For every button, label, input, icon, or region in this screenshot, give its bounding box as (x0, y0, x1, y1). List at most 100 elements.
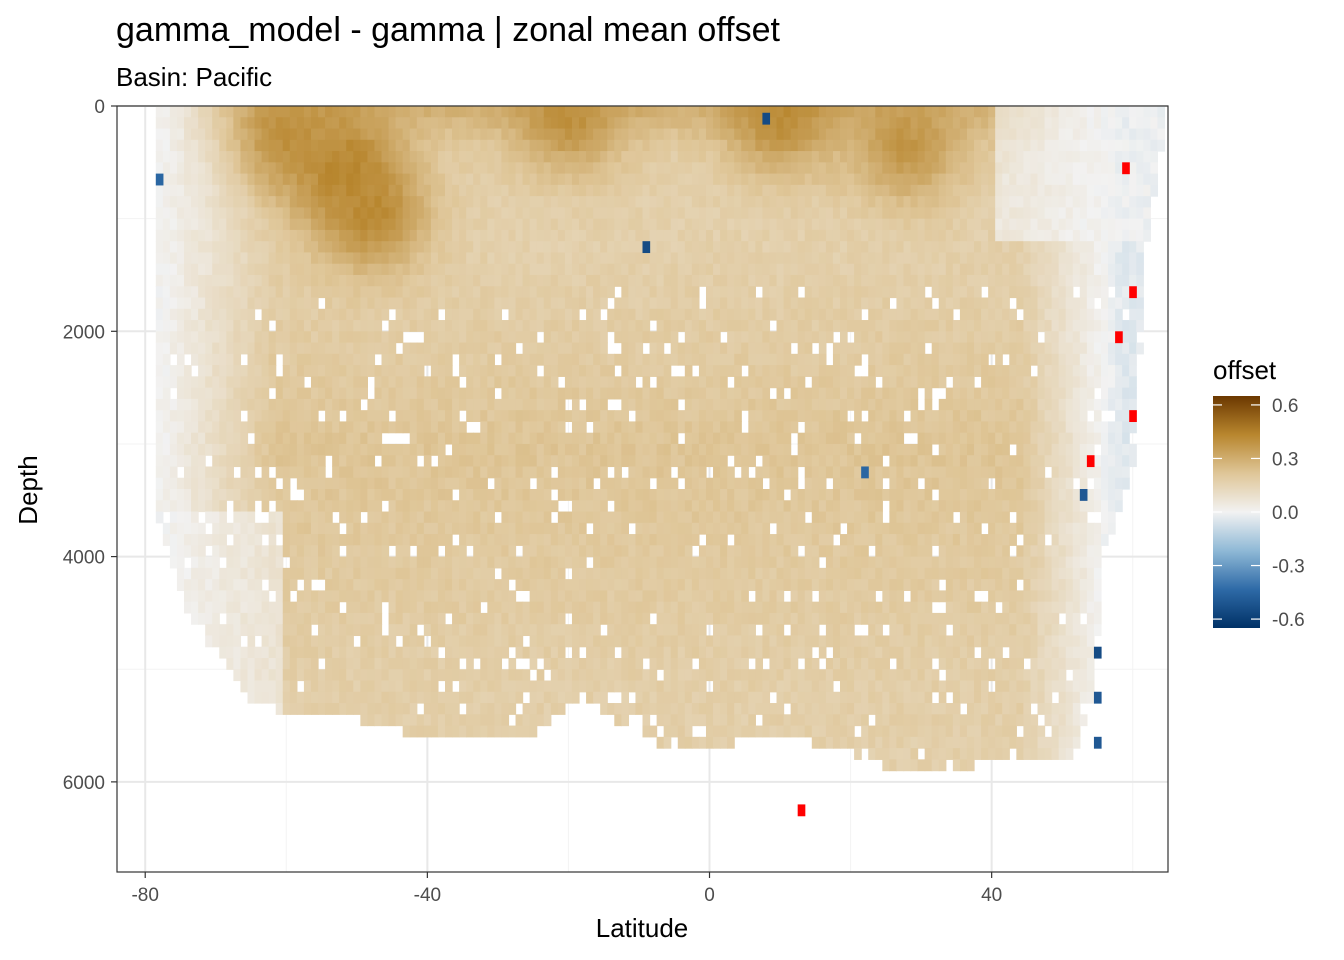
heatmap-cell (487, 117, 495, 130)
heatmap-cell (790, 511, 799, 524)
heatmap-cell (776, 410, 785, 423)
heatmap-cell (670, 500, 679, 513)
heatmap-cell (254, 128, 263, 141)
heatmap-cell (564, 308, 573, 321)
heatmap-cell (656, 263, 665, 276)
heatmap-cell (318, 117, 326, 130)
heatmap-cell (487, 365, 495, 377)
heatmap-cell (247, 151, 256, 163)
heatmap-cell (600, 703, 608, 715)
heatmap-cell (543, 162, 552, 175)
heatmap-cell (550, 669, 559, 682)
heatmap-cell (437, 635, 446, 648)
heatmap-cell (522, 601, 531, 614)
heatmap-cell (656, 579, 665, 591)
heatmap-cell (360, 691, 368, 704)
heatmap-cell (564, 218, 573, 231)
heatmap-cell (684, 196, 693, 208)
heatmap-cell (677, 173, 686, 186)
heatmap-cell (670, 522, 679, 535)
heatmap-cell (734, 410, 742, 423)
heatmap-cell (593, 534, 601, 546)
heatmap-cell (720, 297, 728, 310)
heatmap-cell (769, 252, 778, 265)
heatmap-cell (310, 342, 319, 355)
heatmap-cell (254, 342, 263, 355)
heatmap-cell (600, 252, 608, 265)
heatmap-cell (318, 432, 326, 445)
heatmap-cell (176, 398, 185, 411)
heatmap-cell (212, 151, 220, 163)
heatmap-cell (162, 387, 171, 400)
heatmap-cell (797, 274, 806, 287)
heatmap-cell (691, 398, 700, 411)
heatmap-cell (325, 635, 333, 648)
heatmap-cell (339, 173, 347, 186)
heatmap-cell (762, 534, 771, 546)
heatmap-cell (423, 342, 432, 355)
heatmap-cell (395, 387, 404, 400)
heatmap-cell (818, 545, 827, 558)
heatmap-cell (325, 669, 333, 682)
heatmap-cell (790, 567, 799, 580)
heatmap-cell (691, 590, 700, 603)
heatmap-cell (416, 511, 425, 524)
heatmap-cell (642, 286, 651, 299)
heatmap-cell (649, 410, 658, 423)
heatmap-cell (832, 522, 841, 535)
heatmap-cell (445, 184, 453, 197)
heatmap-cell (818, 196, 827, 208)
heatmap-cell (388, 624, 397, 637)
heatmap-cell (684, 612, 693, 625)
heatmap-cell (282, 612, 291, 625)
heatmap-cell (388, 117, 397, 130)
heatmap-cell (176, 184, 185, 197)
heatmap-cell (705, 500, 714, 513)
heatmap-cell (600, 691, 608, 704)
heatmap-cell (416, 410, 425, 423)
heatmap-cell (332, 308, 340, 321)
heatmap-cell (353, 274, 361, 287)
heatmap-cell (543, 151, 552, 163)
heatmap-cell (515, 229, 524, 242)
heatmap-cell (571, 500, 580, 513)
heatmap-cell (452, 455, 460, 468)
heatmap-cell (388, 567, 397, 580)
heatmap-cell (811, 106, 820, 118)
heatmap-cell (388, 376, 397, 389)
heatmap-cell (275, 196, 284, 208)
heatmap-cell (240, 477, 249, 490)
heatmap-cell (219, 500, 227, 513)
heatmap-cell (571, 511, 580, 524)
heatmap-cell (388, 522, 397, 535)
heatmap-cell (353, 624, 361, 637)
heatmap-cell (459, 365, 467, 377)
heatmap-cell (748, 669, 756, 682)
heatmap-cell (226, 545, 234, 558)
heatmap-cell (430, 646, 439, 659)
heatmap-cell (543, 477, 552, 490)
heatmap-cell (473, 308, 481, 321)
heatmap-cell (395, 466, 404, 479)
heatmap-cell (529, 297, 538, 310)
heatmap-cell (818, 331, 827, 344)
heatmap-cell (543, 173, 552, 186)
heatmap-cell (677, 274, 686, 287)
heatmap-cell (614, 477, 622, 490)
heatmap-cell (804, 714, 813, 727)
heatmap-cell (720, 320, 728, 332)
heatmap-cell (353, 106, 361, 118)
heatmap-cell (593, 387, 601, 400)
heatmap-cell (621, 376, 629, 389)
heatmap-cell (374, 184, 383, 197)
heatmap-cell (734, 545, 742, 558)
heatmap-cell (720, 477, 728, 490)
heatmap-cell (162, 432, 171, 445)
heatmap-cell (649, 680, 658, 693)
heatmap-cell (762, 286, 771, 299)
heatmap-cell (162, 353, 171, 366)
heatmap-cell (614, 376, 622, 389)
heatmap-cell (233, 353, 242, 366)
heatmap-cell (713, 489, 721, 501)
heatmap-cell (480, 624, 488, 637)
